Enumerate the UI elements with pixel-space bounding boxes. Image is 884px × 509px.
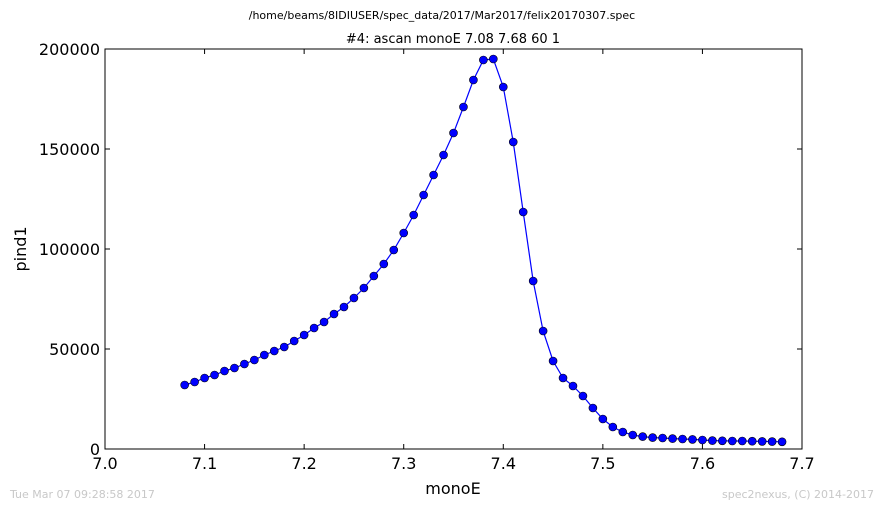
x-axis: 7.0 7.1 7.2 7.3 7.4 7.5 7.6 7.7 — [92, 49, 815, 473]
data-point — [747, 436, 757, 446]
data-point — [708, 436, 717, 445]
data-point — [578, 391, 588, 401]
x-tick-label: 7.3 — [391, 454, 416, 473]
x-tick-label: 7.5 — [590, 454, 615, 473]
data-point — [339, 302, 349, 312]
data-point — [329, 309, 339, 319]
data-point — [429, 170, 438, 180]
data-point — [608, 422, 618, 432]
data-point — [469, 75, 478, 85]
x-tick-label: 7.4 — [491, 454, 516, 473]
data-point — [379, 259, 389, 269]
data-point — [210, 370, 219, 380]
data-point — [528, 276, 538, 286]
data-point — [230, 363, 239, 373]
x-tick-label: 7.6 — [690, 454, 715, 473]
figure-suptitle: /home/beams/8IDIUSER/spec_data/2017/Mar2… — [248, 9, 636, 22]
plot-area — [104, 48, 803, 450]
data-point — [628, 430, 638, 440]
data-point — [449, 128, 458, 138]
data-point — [757, 437, 767, 446]
chart-title: #4: ascan monoE 7.08 7.68 60 1 — [346, 32, 560, 47]
data-point — [668, 434, 677, 443]
data-point — [718, 436, 727, 446]
x-axis-label: monoE — [425, 479, 480, 498]
data-point — [508, 137, 518, 147]
x-tick-label: 7.1 — [192, 454, 217, 473]
data-point — [678, 434, 687, 444]
data-point — [777, 437, 787, 447]
data-point — [489, 54, 498, 64]
footer-timestamp: Tue Mar 07 09:28:58 2017 — [10, 488, 155, 501]
y-tick-label: 200000 — [39, 40, 100, 59]
data-point — [240, 359, 249, 369]
data-point — [767, 437, 777, 446]
data-point — [180, 380, 189, 390]
data-point — [498, 82, 508, 92]
data-point — [598, 414, 608, 424]
data-point — [618, 427, 628, 437]
data-point — [588, 403, 598, 413]
data-point — [200, 373, 209, 383]
y-tick-label: 0 — [90, 440, 100, 459]
data-point — [518, 207, 528, 217]
data-point — [269, 346, 279, 356]
data-point — [548, 356, 558, 366]
data-point — [389, 245, 399, 255]
data-point — [309, 323, 319, 333]
footer-credit: spec2nexus, (C) 2014-2017 — [722, 488, 874, 501]
y-tick-label: 50000 — [49, 340, 100, 359]
data-point — [568, 381, 578, 391]
data-point — [459, 102, 468, 112]
y-axis-label: pind1 — [11, 226, 30, 271]
data-point — [260, 350, 269, 360]
x-tick-label: 7.2 — [291, 454, 316, 473]
data-point — [727, 436, 737, 446]
x-tick-label: 7.7 — [789, 454, 814, 473]
data-point — [439, 150, 448, 160]
data-point — [319, 317, 329, 327]
data-point — [538, 326, 548, 336]
data-point — [648, 433, 657, 442]
data-point — [349, 293, 359, 303]
data-point — [419, 190, 428, 200]
data-point — [698, 435, 707, 445]
series-group — [180, 54, 787, 447]
data-point — [250, 355, 259, 365]
y-tick-label: 100000 — [39, 240, 100, 259]
data-point — [558, 373, 568, 383]
data-point — [399, 228, 409, 238]
data-point — [737, 436, 747, 446]
data-point — [289, 336, 299, 346]
y-tick-label: 150000 — [39, 140, 100, 159]
data-point — [638, 432, 647, 441]
data-point — [190, 377, 199, 387]
data-point — [369, 271, 379, 281]
data-point — [299, 330, 309, 340]
data-point — [479, 55, 488, 65]
data-point — [220, 366, 229, 376]
data-point — [279, 342, 289, 352]
y-axis: 0 50000 100000 150000 200000 — [39, 40, 802, 459]
data-point — [658, 433, 667, 443]
data-point — [688, 435, 697, 444]
data-point — [359, 283, 369, 293]
x-tick-label: 7.0 — [92, 454, 117, 473]
data-point — [409, 210, 418, 220]
